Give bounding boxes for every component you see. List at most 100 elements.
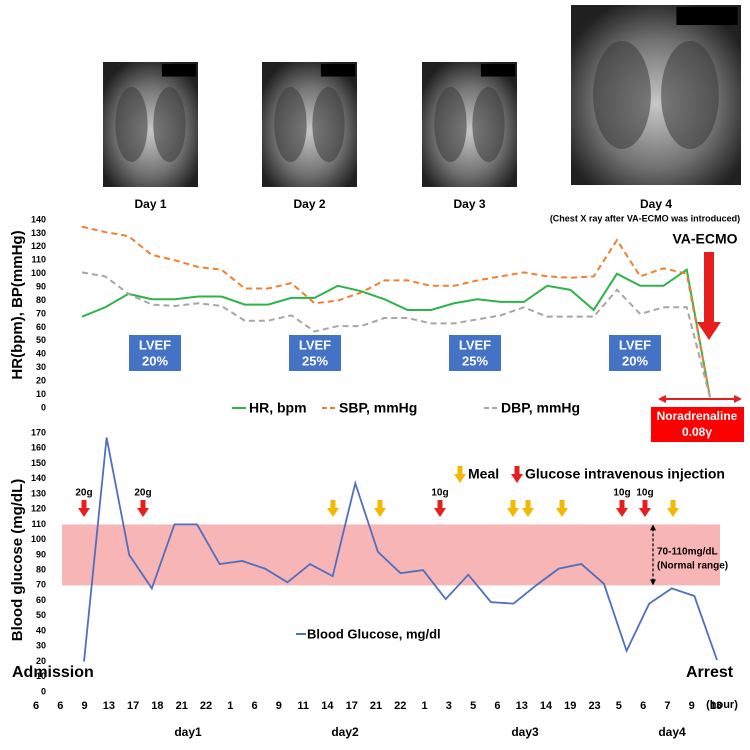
- legend-label: Blood Glucose, mg/dl: [307, 626, 441, 641]
- legend-label: Meal: [468, 466, 499, 482]
- x-tick-label: 9: [689, 700, 695, 712]
- x-unit: (hour): [706, 699, 738, 711]
- x-tick-label: 11: [297, 700, 309, 712]
- image-label: Day 1: [134, 197, 166, 211]
- legend-meal-arrow-shaft: [457, 466, 463, 475]
- ecmo-arrow-shaft: [704, 252, 714, 324]
- drug-name: Noradrenaline: [657, 409, 738, 423]
- day-label: day2: [331, 725, 359, 739]
- y-tick-label: 140: [31, 214, 46, 224]
- xray-lung: [472, 87, 505, 162]
- x-tick-label: 5: [470, 700, 476, 712]
- injection-arrow-head: [137, 508, 149, 517]
- series-line: [81, 267, 711, 398]
- x-tick-label: 21: [370, 700, 382, 712]
- image-note: (Chest X ray after VA-ECMO was introduce…: [550, 213, 740, 223]
- y-tick-label: 140: [31, 473, 46, 483]
- ecmo-label: VA-ECMO: [672, 231, 737, 247]
- lvef-label: LVEF: [619, 337, 651, 352]
- legend-injection-arrow-head: [511, 474, 523, 483]
- y-tick-label: 80: [36, 564, 46, 574]
- series-line: [81, 271, 711, 398]
- legend-injection-arrow-shaft: [514, 466, 520, 475]
- meal-arrow-head: [374, 508, 386, 517]
- legend-label: HR, bpm: [249, 400, 307, 416]
- x-tick-label: 5: [616, 700, 622, 712]
- drug-box: [651, 407, 744, 442]
- y-tick-label: 100: [31, 534, 46, 544]
- range-label: (Normal range): [657, 561, 728, 572]
- drug-arrow-head: [734, 395, 742, 403]
- xray-lung: [661, 41, 719, 149]
- x-tick-label: 9: [276, 700, 282, 712]
- y-tick-label: 60: [36, 595, 46, 605]
- series-line: [83, 437, 718, 662]
- meal-arrow-shaft: [525, 500, 531, 509]
- x-tick-label: 18: [151, 700, 163, 712]
- xray-label-box: [161, 64, 197, 77]
- x-tick-label: 6: [252, 700, 258, 712]
- xray-lung: [153, 87, 186, 162]
- xray-label-box: [676, 7, 738, 25]
- day-label: day3: [511, 725, 539, 739]
- y-tick-label: 10: [36, 671, 46, 681]
- injection-arrow-head: [616, 508, 628, 517]
- y-tick-label: 130: [31, 228, 46, 238]
- xray-label-box: [480, 64, 516, 77]
- normal-range-band: [62, 524, 720, 586]
- y-tick-label: 80: [36, 295, 46, 305]
- y-tick-label: 0: [41, 402, 46, 412]
- injection-arrow-head: [78, 508, 90, 517]
- meal-arrow-head: [556, 508, 568, 517]
- lvef-value: 20%: [142, 353, 168, 368]
- x-tick-label: 13: [103, 700, 115, 712]
- injection-arrow-shaft: [642, 500, 648, 509]
- lvef-box: [449, 335, 501, 371]
- y-tick-label: 120: [31, 241, 46, 251]
- image-label: Day 3: [453, 197, 485, 211]
- x-tick-label: 13: [710, 700, 722, 712]
- lvef-box: [289, 335, 341, 371]
- lvef-label: LVEF: [459, 337, 491, 352]
- dose-label: 10g: [613, 488, 630, 499]
- x-tick-label: 19: [564, 700, 576, 712]
- y-tick-label: 20: [36, 656, 46, 666]
- x-tick-label: 14: [540, 700, 553, 712]
- y-tick-label: 60: [36, 322, 46, 332]
- legend-label: Glucose intravenous injection: [525, 466, 725, 482]
- x-tick-label: 23: [588, 700, 600, 712]
- y-axis-title: Blood glucose (mg/dL): [9, 479, 26, 642]
- y-tick-label: 40: [36, 349, 46, 359]
- range-label: 70-110mg/dL: [657, 547, 718, 558]
- injection-arrow-head: [639, 508, 651, 517]
- meal-arrow-head: [507, 508, 519, 517]
- range-arrow-head: [650, 579, 656, 586]
- lvef-value: 25%: [302, 353, 328, 368]
- end-label: Arrest: [686, 664, 734, 681]
- y-tick-label: 20: [36, 376, 46, 386]
- x-tick-label: 6: [494, 700, 500, 712]
- xray-lung: [274, 87, 307, 162]
- y-tick-label: 100: [31, 268, 46, 278]
- range-arrow-head: [650, 524, 656, 531]
- injection-arrow-shaft: [81, 500, 87, 509]
- meal-arrow-head: [522, 508, 534, 517]
- day-label: day4: [658, 725, 686, 739]
- drug-dose: 0.08γ: [682, 425, 712, 439]
- xray-lung: [434, 87, 467, 162]
- lvef-box: [129, 335, 181, 371]
- xray-lung: [593, 41, 651, 149]
- xray-label-box: [320, 64, 356, 77]
- y-tick-label: 130: [31, 488, 46, 498]
- dose-label: 20g: [75, 488, 92, 499]
- meal-arrow-shaft: [670, 500, 676, 509]
- legend-label: DBP, mmHg: [501, 400, 580, 416]
- injection-arrow-shaft: [140, 500, 146, 509]
- x-tick-label: 22: [200, 700, 212, 712]
- y-tick-label: 120: [31, 504, 46, 514]
- y-tick-label: 0: [41, 686, 46, 696]
- dose-label: 10g: [431, 488, 448, 499]
- x-tick-label: 7: [664, 700, 670, 712]
- dose-label: 10g: [636, 488, 653, 499]
